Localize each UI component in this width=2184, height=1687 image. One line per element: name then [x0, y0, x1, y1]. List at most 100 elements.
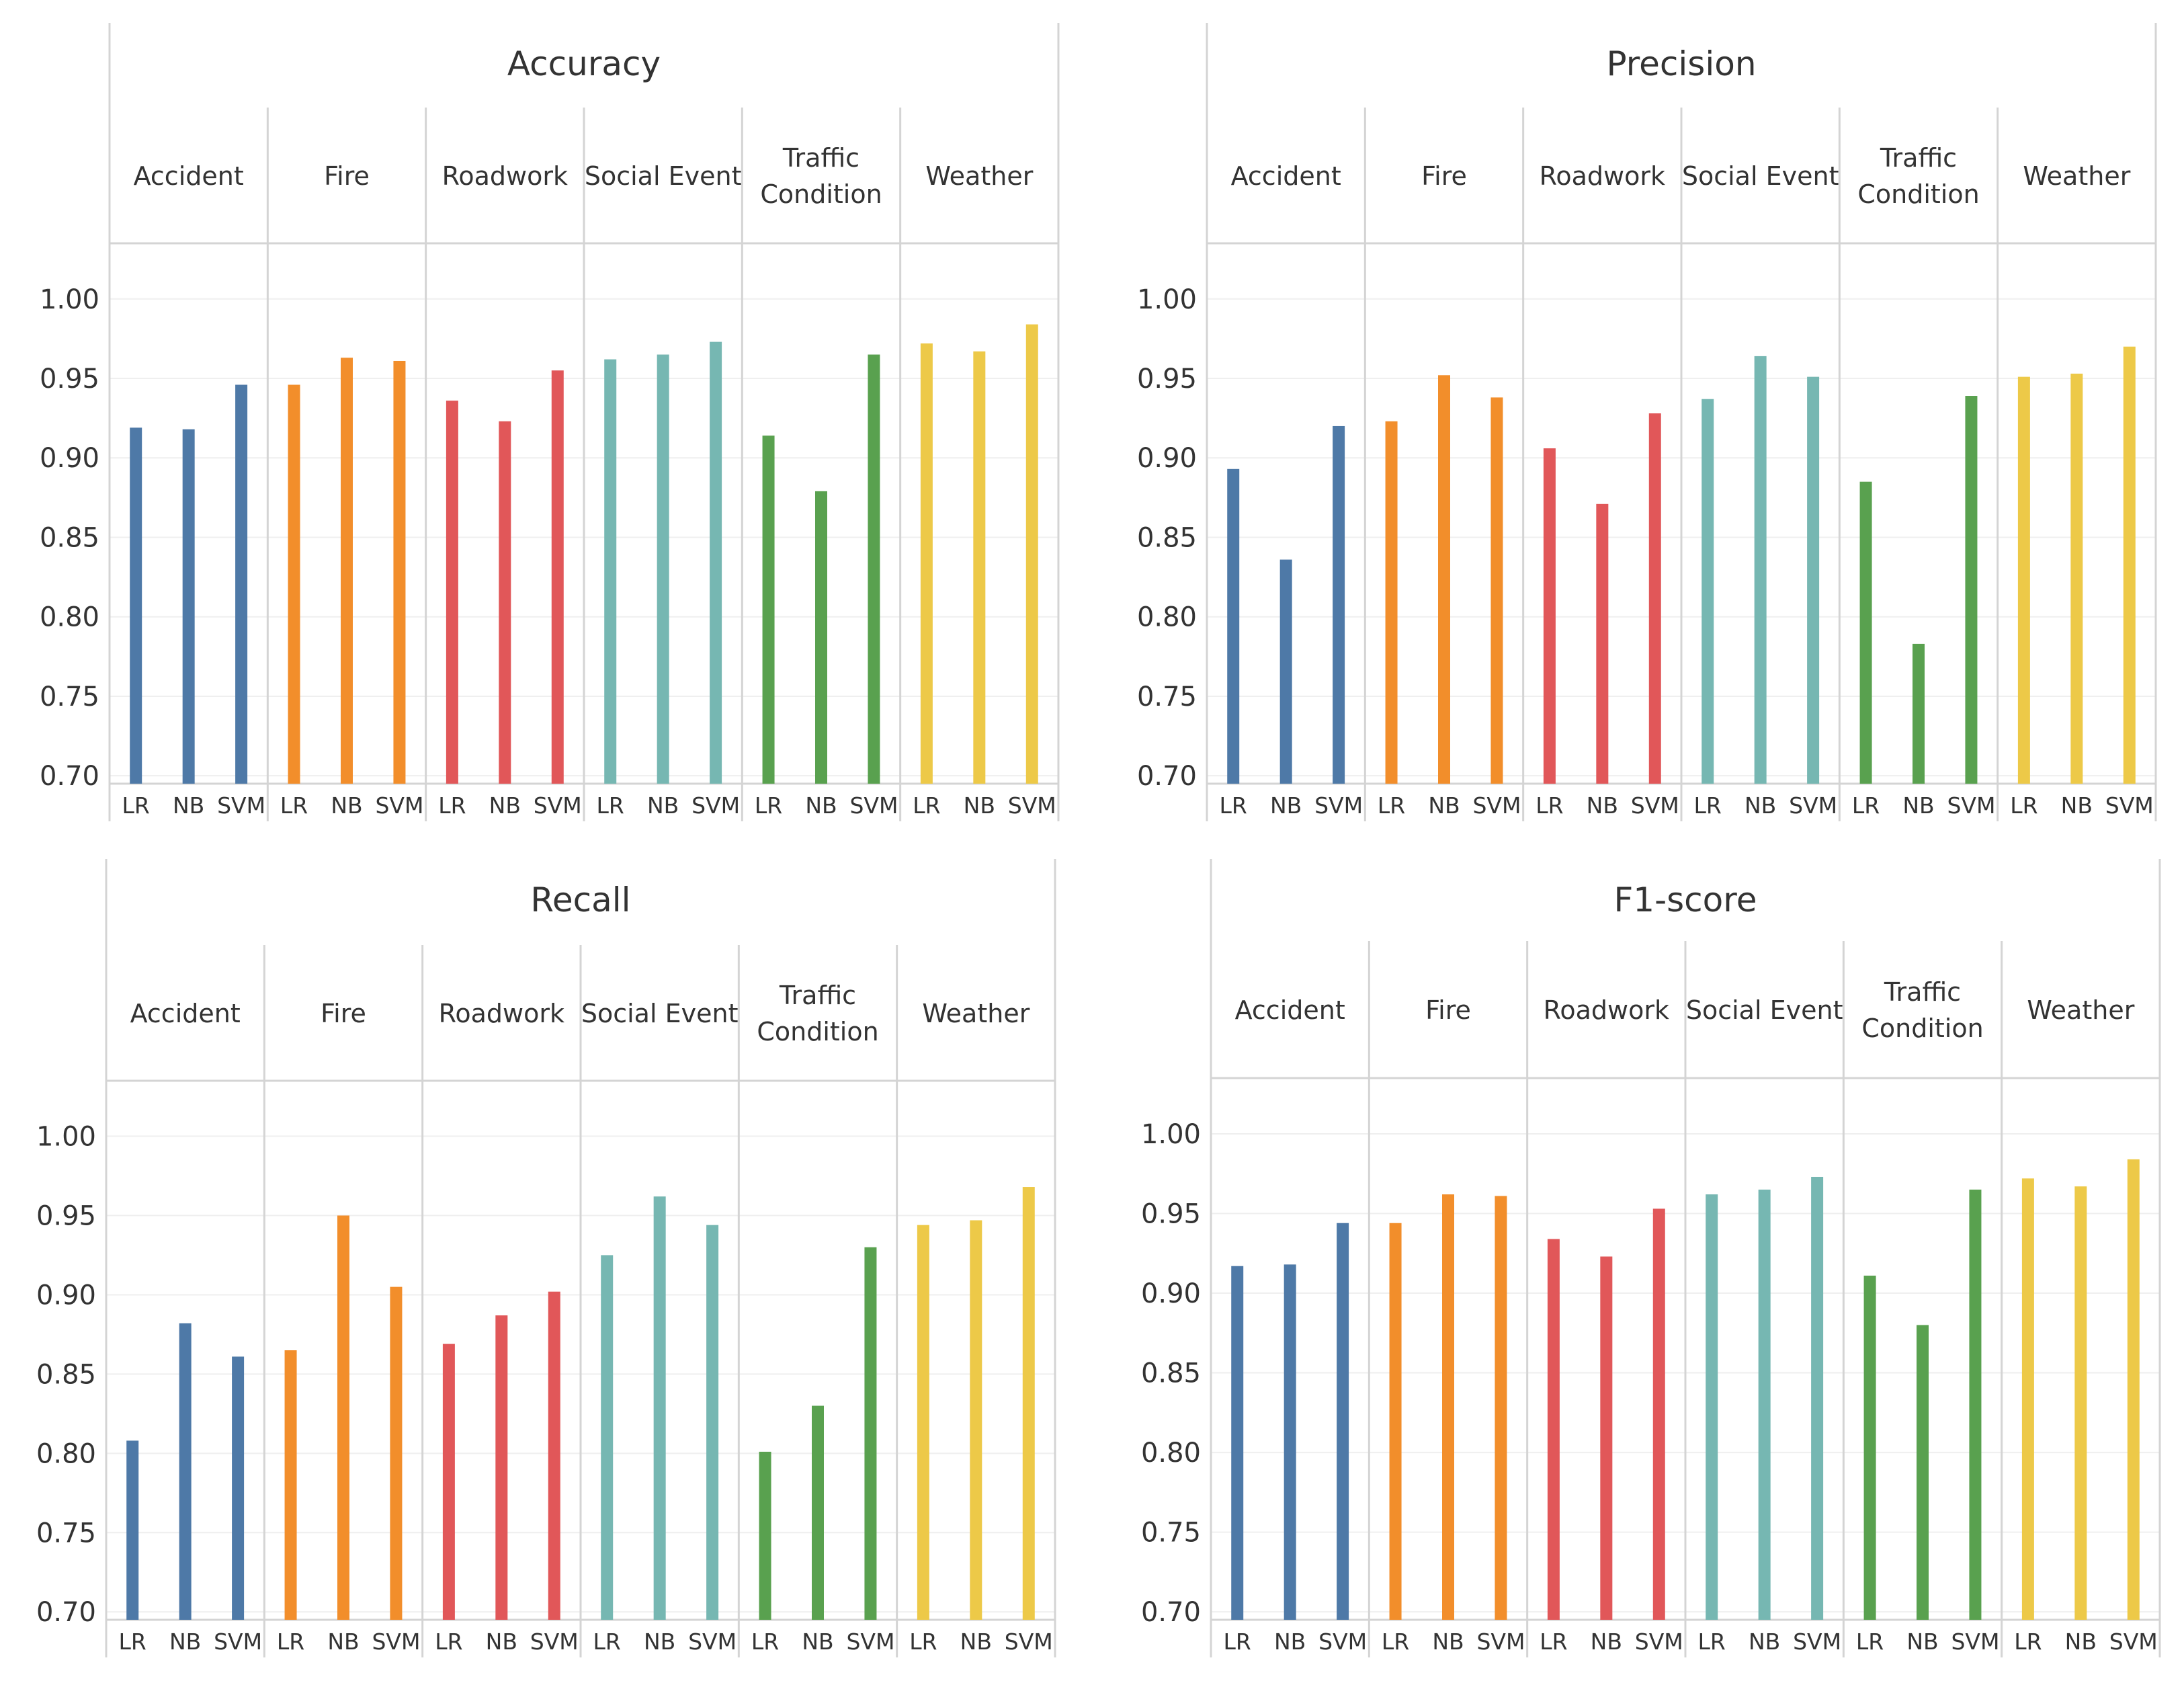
x-tick-label: LR: [909, 1629, 937, 1655]
x-tick-label: SVM: [534, 792, 582, 819]
chart-panel-f1-score: F1-score Accident Fire Roadwork Social Event…: [1210, 859, 2161, 1657]
chart-panel-accuracy: Accuracy Accident Fire Roadwork Social Event…: [108, 23, 1060, 821]
bar: [1917, 1325, 1929, 1620]
bar: [1754, 356, 1767, 784]
y-tick-label: 1.00: [1141, 1119, 1201, 1150]
x-tick-label: SVM: [217, 792, 265, 819]
x-tick-label: LR: [277, 1629, 304, 1655]
x-tick-label: SVM: [214, 1629, 262, 1655]
x-tick-label: NB: [169, 1629, 201, 1655]
x-tick-label: LR: [122, 792, 150, 819]
category-label: Traffic Condition: [1857, 143, 1979, 209]
x-tick-label: LR: [438, 792, 466, 819]
x-tick-label: SVM: [1318, 1629, 1367, 1655]
x-tick-label: LR: [435, 1629, 462, 1655]
bar: [284, 1350, 297, 1620]
bar: [1913, 643, 1925, 784]
x-tick-label: LR: [1224, 1629, 1251, 1655]
bar: [232, 1356, 245, 1620]
bar: [657, 354, 669, 784]
category-label: Weather: [925, 161, 1033, 191]
bar: [706, 1225, 719, 1620]
category-label-line: Condition: [1861, 1014, 1983, 1043]
bar: [1596, 503, 1609, 784]
category-label: Roadwork: [439, 999, 564, 1028]
category-label-line: Traffic: [779, 981, 856, 1010]
x-tick-label: NB: [1432, 1629, 1464, 1655]
x-tick-label: LR: [751, 1629, 779, 1655]
category-label: Social Event: [1686, 995, 1843, 1025]
bar: [2070, 373, 2083, 784]
y-tick-label: 0.80: [36, 1438, 96, 1469]
category-label: Fire: [1425, 995, 1471, 1025]
x-tick-label: NB: [647, 792, 679, 819]
y-tick-label: 0.95: [40, 364, 99, 395]
x-tick-label: SVM: [2109, 1629, 2158, 1655]
x-tick-label: NB: [960, 1629, 992, 1655]
bar: [1495, 1196, 1507, 1620]
bar: [710, 341, 722, 784]
bar: [1600, 1256, 1613, 1620]
category-label: Traffic Condition: [760, 143, 882, 209]
x-tick-label: LR: [597, 792, 624, 819]
bar: [2074, 1186, 2087, 1620]
x-tick-label: SVM: [1793, 1629, 1841, 1655]
y-tick-label: 1.00: [40, 284, 99, 315]
bar: [1706, 1194, 1718, 1620]
x-tick-label: LR: [1382, 1629, 1409, 1655]
y-tick-label: 0.95: [36, 1201, 96, 1232]
bar: [130, 427, 142, 784]
y-tick-label: 0.90: [1141, 1278, 1201, 1309]
bar: [341, 358, 353, 784]
bar: [1438, 375, 1450, 784]
x-tick-label: NB: [1902, 792, 1934, 819]
y-tick-label: 0.80: [40, 602, 99, 633]
x-tick-label: LR: [593, 1629, 621, 1655]
bar: [1965, 396, 1978, 784]
bar: [1490, 397, 1503, 784]
x-tick-label: SVM: [372, 1629, 420, 1655]
category-label: Fire: [324, 161, 370, 191]
category-label: Roadwork: [1540, 161, 1665, 191]
bar: [548, 1291, 560, 1620]
x-tick-label: SVM: [1947, 792, 1995, 819]
bar: [337, 1215, 349, 1620]
bar: [1333, 425, 1345, 784]
category-label: Fire: [1421, 161, 1467, 191]
x-tick-label: SVM: [1476, 1629, 1525, 1655]
bar: [495, 1315, 508, 1620]
x-tick-label: NB: [2061, 792, 2093, 819]
category-label: Traffic Condition: [757, 981, 878, 1046]
bar: [864, 1247, 877, 1620]
bar: [1652, 1208, 1665, 1620]
y-tick-label: 0.95: [1137, 364, 1197, 395]
bar: [393, 360, 406, 784]
y-tick-label: 0.85: [36, 1359, 96, 1390]
x-tick-label: SVM: [1008, 792, 1056, 819]
bar: [868, 354, 880, 784]
chart-panel-recall: Recall Accident Fire Roadwork Social Event Tr…: [105, 859, 1056, 1657]
x-tick-label: LR: [913, 792, 940, 819]
bar: [1969, 1189, 1982, 1620]
y-tick-label: 0.90: [40, 443, 99, 474]
x-tick-label: NB: [644, 1629, 675, 1655]
bar: [1758, 1189, 1771, 1620]
bar: [762, 436, 775, 784]
x-tick-label: NB: [1745, 792, 1776, 819]
x-tick-label: NB: [805, 792, 837, 819]
x-tick-label: SVM: [691, 792, 740, 819]
x-tick-label: LR: [1540, 1629, 1567, 1655]
x-tick-label: LR: [1698, 1629, 1726, 1655]
x-tick-label: NB: [1274, 1629, 1306, 1655]
y-tick-label: 0.75: [40, 682, 99, 712]
bar: [446, 401, 458, 784]
y-tick-label: 0.90: [36, 1280, 96, 1311]
bar: [653, 1196, 666, 1620]
bar: [551, 370, 564, 784]
x-tick-label: SVM: [1314, 792, 1363, 819]
category-label: Weather: [2023, 161, 2130, 191]
y-tick-label: 0.75: [1137, 682, 1197, 712]
y-tick-label: 0.75: [1141, 1518, 1201, 1549]
bar: [1279, 559, 1292, 784]
